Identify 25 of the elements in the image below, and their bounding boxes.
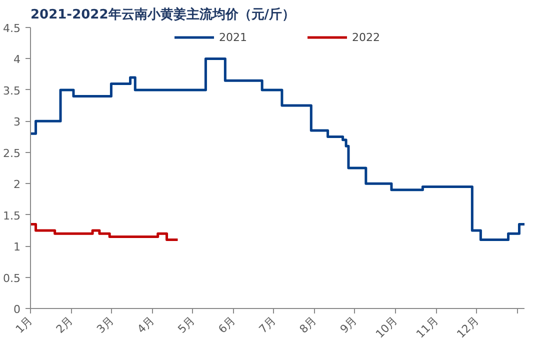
x-tick-label: 6月 — [216, 314, 238, 336]
x-tick-label: 9月 — [338, 314, 360, 336]
x-tick-label: 8月 — [297, 314, 320, 336]
y-tick-label: 2.5 — [3, 146, 21, 160]
y-tick-label: 0 — [14, 303, 20, 316]
x-tick-label: 12月 — [454, 314, 482, 341]
x-tick-label: 3月 — [94, 314, 116, 336]
y-tick-label: 4 — [14, 53, 20, 66]
y-tick-label: 1.5 — [3, 209, 21, 222]
x-tick-label: 1月 — [13, 314, 36, 336]
x-tick-label: 7月 — [256, 314, 278, 336]
chart-title: 2021-2022年云南小黄姜主流均价（元/斤） — [30, 6, 296, 22]
x-tick-label: 11月 — [414, 314, 441, 341]
y-tick-label: 3.5 — [3, 84, 21, 98]
x-tick-label: 10月 — [373, 314, 400, 341]
x-tick-label: 2月 — [54, 314, 76, 336]
y-tick-label: 3 — [14, 116, 20, 129]
x-tick-label: 4月 — [134, 314, 157, 336]
y-tick-label: 0.5 — [3, 272, 21, 285]
y-tick-label: 4.5 — [3, 22, 21, 35]
y-tick-label: 1 — [14, 240, 20, 254]
x-tick-label: 5月 — [175, 314, 198, 336]
y-tick-label: 2 — [14, 178, 20, 192]
legend-label: 2022 — [352, 30, 380, 44]
legend-label: 2021 — [219, 30, 247, 44]
